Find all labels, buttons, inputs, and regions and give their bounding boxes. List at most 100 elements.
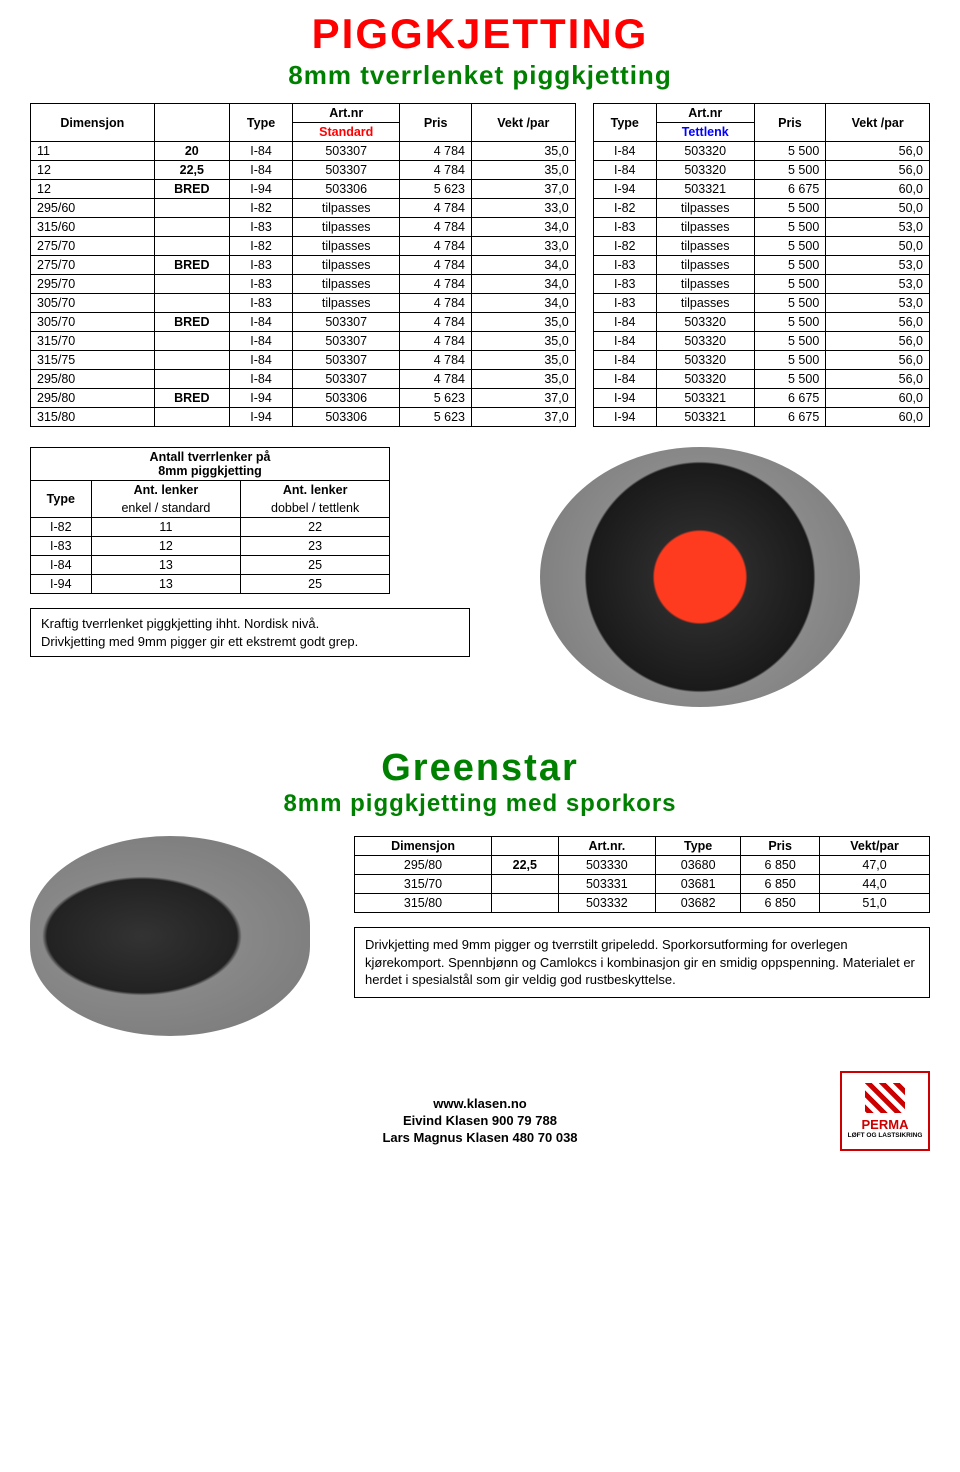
- cell-tL: I-82: [229, 199, 292, 218]
- cell-w: 20: [154, 142, 229, 161]
- cell-w: [154, 332, 229, 351]
- cell-pR: 6 675: [754, 389, 826, 408]
- cell-vR: 53,0: [826, 256, 930, 275]
- cell-vR: 56,0: [826, 351, 930, 370]
- cell-tR: I-83: [593, 218, 656, 237]
- cell-w: [154, 351, 229, 370]
- cell-vL: 37,0: [472, 408, 576, 427]
- cell-pL: 4 784: [400, 332, 472, 351]
- cell-tR: I-94: [593, 389, 656, 408]
- cell-vR: 56,0: [826, 142, 930, 161]
- cell-dim: 315/75: [31, 351, 155, 370]
- table-row: I-821122: [31, 518, 390, 537]
- cell-pR: 5 500: [754, 161, 826, 180]
- cell-vekt: 44,0: [820, 875, 930, 894]
- th-type: Type: [31, 481, 92, 518]
- cell-pris: 6 850: [741, 875, 820, 894]
- th-c2t: Ant. lenker: [241, 481, 390, 500]
- cell-type: I-94: [31, 575, 92, 594]
- cell-tL: I-94: [229, 389, 292, 408]
- cell-vR: 53,0: [826, 218, 930, 237]
- cell-pris: 6 850: [741, 856, 820, 875]
- spacer: [575, 332, 593, 351]
- cell-type: I-84: [31, 556, 92, 575]
- cell-dim: 305/70: [31, 294, 155, 313]
- cell-tR: I-84: [593, 161, 656, 180]
- cell-aL: tilpasses: [293, 256, 400, 275]
- desc1-line1: Kraftig tverrlenket piggkjetting ihht. N…: [41, 615, 459, 633]
- cell-tL: I-94: [229, 180, 292, 199]
- cell-type: 03682: [656, 894, 741, 913]
- cell-w: 22,5: [492, 856, 559, 875]
- spacer: [575, 237, 593, 256]
- cell-vL: 35,0: [472, 313, 576, 332]
- cell-pR: 6 675: [754, 408, 826, 427]
- main-pricing-table: Dimensjon Type Art.nr Pris Vekt /par Typ…: [30, 103, 930, 427]
- page-subtitle: 8mm tverrlenket piggkjetting: [30, 60, 930, 91]
- spacer: [575, 199, 593, 218]
- table-row: 315/75I-845033074 78435,0I-845033205 500…: [31, 351, 930, 370]
- cell-vR: 53,0: [826, 275, 930, 294]
- cell-tL: I-84: [229, 142, 292, 161]
- cell-b: 25: [241, 575, 390, 594]
- cell-tL: I-94: [229, 408, 292, 427]
- cell-pL: 4 784: [400, 237, 472, 256]
- cell-aL: tilpasses: [293, 275, 400, 294]
- cell-aR: tilpasses: [656, 199, 754, 218]
- cell-pL: 4 784: [400, 313, 472, 332]
- cell-pL: 4 784: [400, 142, 472, 161]
- cell-tL: I-83: [229, 294, 292, 313]
- footer-site: www.klasen.no: [382, 1096, 577, 1113]
- cell-tL: I-84: [229, 161, 292, 180]
- cell-dim: 12: [31, 161, 155, 180]
- table-row: 1120I-845033074 78435,0I-845033205 50056…: [31, 142, 930, 161]
- cell-aL: tilpasses: [293, 237, 400, 256]
- cell-tL: I-84: [229, 351, 292, 370]
- cell-vL: 35,0: [472, 332, 576, 351]
- page-title: PIGGKJETTING: [30, 10, 930, 58]
- cell-tR: I-83: [593, 256, 656, 275]
- spacer: [575, 408, 593, 427]
- page-footer: www.klasen.no Eivind Klasen 900 79 788 L…: [30, 1096, 930, 1147]
- cell-aL: 503307: [293, 351, 400, 370]
- cell-tL: I-84: [229, 313, 292, 332]
- cell-aR: 503320: [656, 351, 754, 370]
- cell-vL: 35,0: [472, 142, 576, 161]
- cell-vL: 33,0: [472, 199, 576, 218]
- cell-vekt: 47,0: [820, 856, 930, 875]
- cell-aL: tilpasses: [293, 218, 400, 237]
- spacer: [575, 313, 593, 332]
- cell-a: 11: [91, 518, 241, 537]
- cell-dim: 315/80: [31, 408, 155, 427]
- table-row: 315/80I-945033065 62337,0I-945033216 675…: [31, 408, 930, 427]
- cell-aL: tilpasses: [293, 294, 400, 313]
- spacer: [575, 142, 593, 161]
- cell-pR: 5 500: [754, 370, 826, 389]
- cell-vL: 33,0: [472, 237, 576, 256]
- gth-blank: [492, 837, 559, 856]
- table-row: 275/70I-82tilpasses4 78433,0I-82tilpasse…: [31, 237, 930, 256]
- small-title-1: Antall tverrlenker på: [37, 450, 383, 464]
- cell-dim: 295/70: [31, 275, 155, 294]
- spacer: [575, 104, 593, 142]
- cell-tL: I-83: [229, 256, 292, 275]
- cell-w: [154, 275, 229, 294]
- footer-line2: Lars Magnus Klasen 480 70 038: [382, 1130, 577, 1147]
- cell-pL: 4 784: [400, 199, 472, 218]
- spacer: [575, 294, 593, 313]
- table-row: 1222,5I-845033074 78435,0I-845033205 500…: [31, 161, 930, 180]
- cell-w: [492, 894, 559, 913]
- cell-w: BRED: [154, 389, 229, 408]
- cell-pL: 5 623: [400, 389, 472, 408]
- cell-vL: 35,0: [472, 351, 576, 370]
- cell-tL: I-84: [229, 332, 292, 351]
- cell-pR: 5 500: [754, 294, 826, 313]
- cell-w: BRED: [154, 256, 229, 275]
- cell-vR: 53,0: [826, 294, 930, 313]
- th-dimensjon: Dimensjon: [31, 104, 155, 142]
- cell-aL: 503306: [293, 389, 400, 408]
- cell-vL: 34,0: [472, 294, 576, 313]
- cell-vR: 56,0: [826, 161, 930, 180]
- table-row: 275/70BREDI-83tilpasses4 78434,0I-83tilp…: [31, 256, 930, 275]
- th-artnr-l-bot: Standard: [293, 123, 400, 142]
